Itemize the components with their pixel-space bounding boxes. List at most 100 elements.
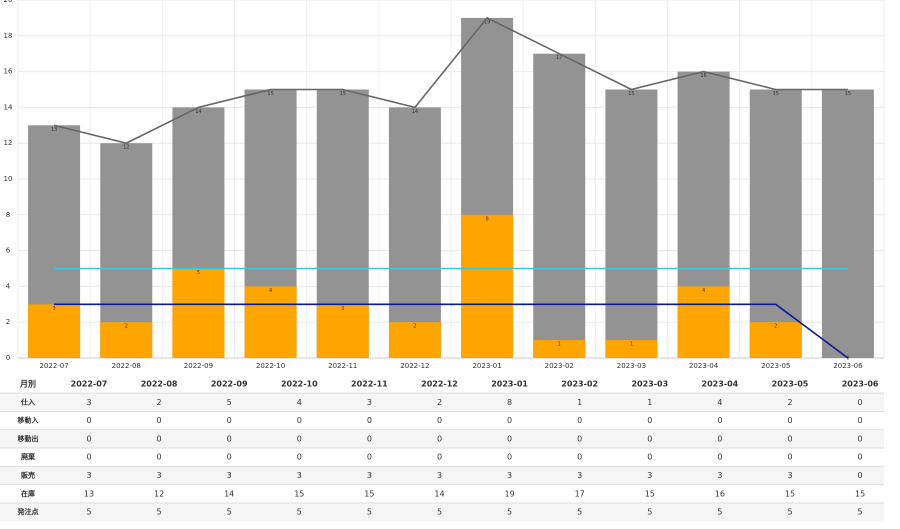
table-cell: 0	[86, 453, 91, 462]
y-tick-label: 4	[6, 282, 11, 290]
table-cell: 15	[364, 489, 374, 498]
data-label: 17	[556, 55, 562, 61]
bar	[388, 107, 441, 359]
table-cell: 1	[577, 398, 582, 407]
row-background	[0, 502, 884, 522]
data-label: 3	[52, 306, 55, 312]
data-label: 4	[269, 288, 272, 294]
table-cell: 5	[297, 508, 302, 517]
table-header: 2023-01	[491, 380, 528, 389]
table-cell: 5	[787, 508, 792, 517]
data-label: 2	[125, 324, 128, 330]
row-label: 在庫	[21, 489, 35, 498]
table-cell: 3	[787, 471, 792, 480]
bar	[749, 322, 802, 358]
table-header: 2023-06	[842, 380, 879, 389]
table-cell: 17	[575, 489, 585, 498]
data-label: 1	[630, 342, 633, 348]
y-tick-label: 8	[6, 211, 10, 219]
table-cell: 0	[858, 471, 863, 480]
data-label: 5	[197, 270, 200, 276]
table-cell: 5	[507, 508, 512, 517]
data-label: 14	[412, 109, 418, 115]
bar	[316, 304, 369, 358]
x-tick-label: 2023-03	[617, 362, 646, 370]
data-label: 13	[51, 127, 57, 133]
y-tick-label: 0	[6, 354, 10, 362]
table-cell: 5	[227, 508, 232, 517]
table-cell: 0	[437, 453, 442, 462]
table-cell: 0	[157, 416, 162, 425]
bar	[533, 53, 586, 358]
x-tick-label: 2022-10	[256, 362, 285, 370]
x-tick-label: 2022-08	[112, 362, 141, 370]
table-cell: 15	[294, 489, 304, 498]
table-cell: 14	[224, 489, 234, 498]
table-cell: 15	[785, 489, 795, 498]
table-cell: 15	[645, 489, 655, 498]
data-label: 15	[340, 91, 346, 97]
data-label: 2	[774, 324, 777, 330]
table-cell: 5	[858, 508, 863, 517]
data-label: 19	[484, 19, 490, 25]
row-label: 販売	[21, 471, 35, 480]
table-cell: 0	[157, 434, 162, 443]
table-cell: 5	[577, 508, 582, 517]
data-label: 14	[195, 109, 201, 115]
table-cell: 0	[227, 453, 232, 462]
table-cell: 3	[507, 471, 512, 480]
table-cell: 16	[715, 489, 725, 498]
table-cell: 13	[84, 489, 94, 498]
table-cell: 0	[787, 434, 792, 443]
table-cell: 5	[437, 508, 442, 517]
y-tick-label: 12	[4, 139, 13, 147]
bar	[28, 304, 81, 358]
table-cell: 0	[717, 434, 722, 443]
table-cell: 3	[227, 471, 232, 480]
table-cell: 0	[647, 416, 652, 425]
table-cell: 0	[858, 453, 863, 462]
data-label: 4	[702, 288, 705, 294]
row-label: 移動入	[18, 416, 39, 425]
table-cell: 3	[157, 471, 162, 480]
table-cell: 2	[787, 398, 792, 407]
table-header: 2022-10	[281, 380, 318, 389]
table-header: 2023-03	[631, 380, 668, 389]
table-cell: 5	[157, 508, 162, 517]
bar	[172, 268, 225, 358]
table-cell: 0	[227, 434, 232, 443]
table-cell: 0	[577, 434, 582, 443]
table-cell: 4	[717, 398, 722, 407]
bar	[821, 89, 874, 358]
table-cell: 5	[647, 508, 652, 517]
table-cell: 14	[434, 489, 444, 498]
table-cell: 0	[507, 416, 512, 425]
table-header: 2023-02	[561, 380, 598, 389]
x-tick-label: 2022-11	[328, 362, 357, 370]
table-cell: 0	[507, 434, 512, 443]
x-tick-label: 2023-01	[472, 362, 501, 370]
data-label: 8	[485, 216, 488, 222]
row-background	[0, 393, 884, 412]
table-cell: 0	[577, 453, 582, 462]
table-cell: 0	[858, 434, 863, 443]
table-cell: 0	[717, 416, 722, 425]
table-cell: 19	[505, 489, 515, 498]
x-tick-label: 2023-06	[833, 362, 863, 370]
table-cell: 0	[647, 434, 652, 443]
y-tick-label: 14	[4, 103, 13, 111]
table-cell: 0	[717, 453, 722, 462]
table-cell: 0	[507, 453, 512, 462]
table-cell: 3	[647, 471, 652, 480]
table-cell: 5	[86, 508, 91, 517]
table-cell: 0	[297, 453, 302, 462]
row-label: 発注点	[17, 507, 39, 516]
x-tick-label: 2023-05	[761, 362, 790, 370]
row-background	[0, 466, 884, 485]
data-label: 16	[700, 73, 706, 79]
table-cell: 15	[855, 489, 865, 498]
table-cell: 3	[717, 471, 722, 480]
bar	[461, 214, 514, 358]
y-tick-label: 6	[6, 247, 11, 255]
